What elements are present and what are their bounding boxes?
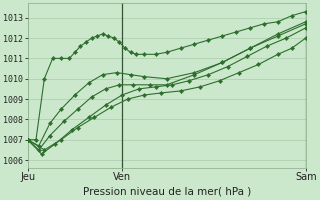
X-axis label: Pression niveau de la mer( hPa ): Pression niveau de la mer( hPa ): [83, 187, 251, 197]
